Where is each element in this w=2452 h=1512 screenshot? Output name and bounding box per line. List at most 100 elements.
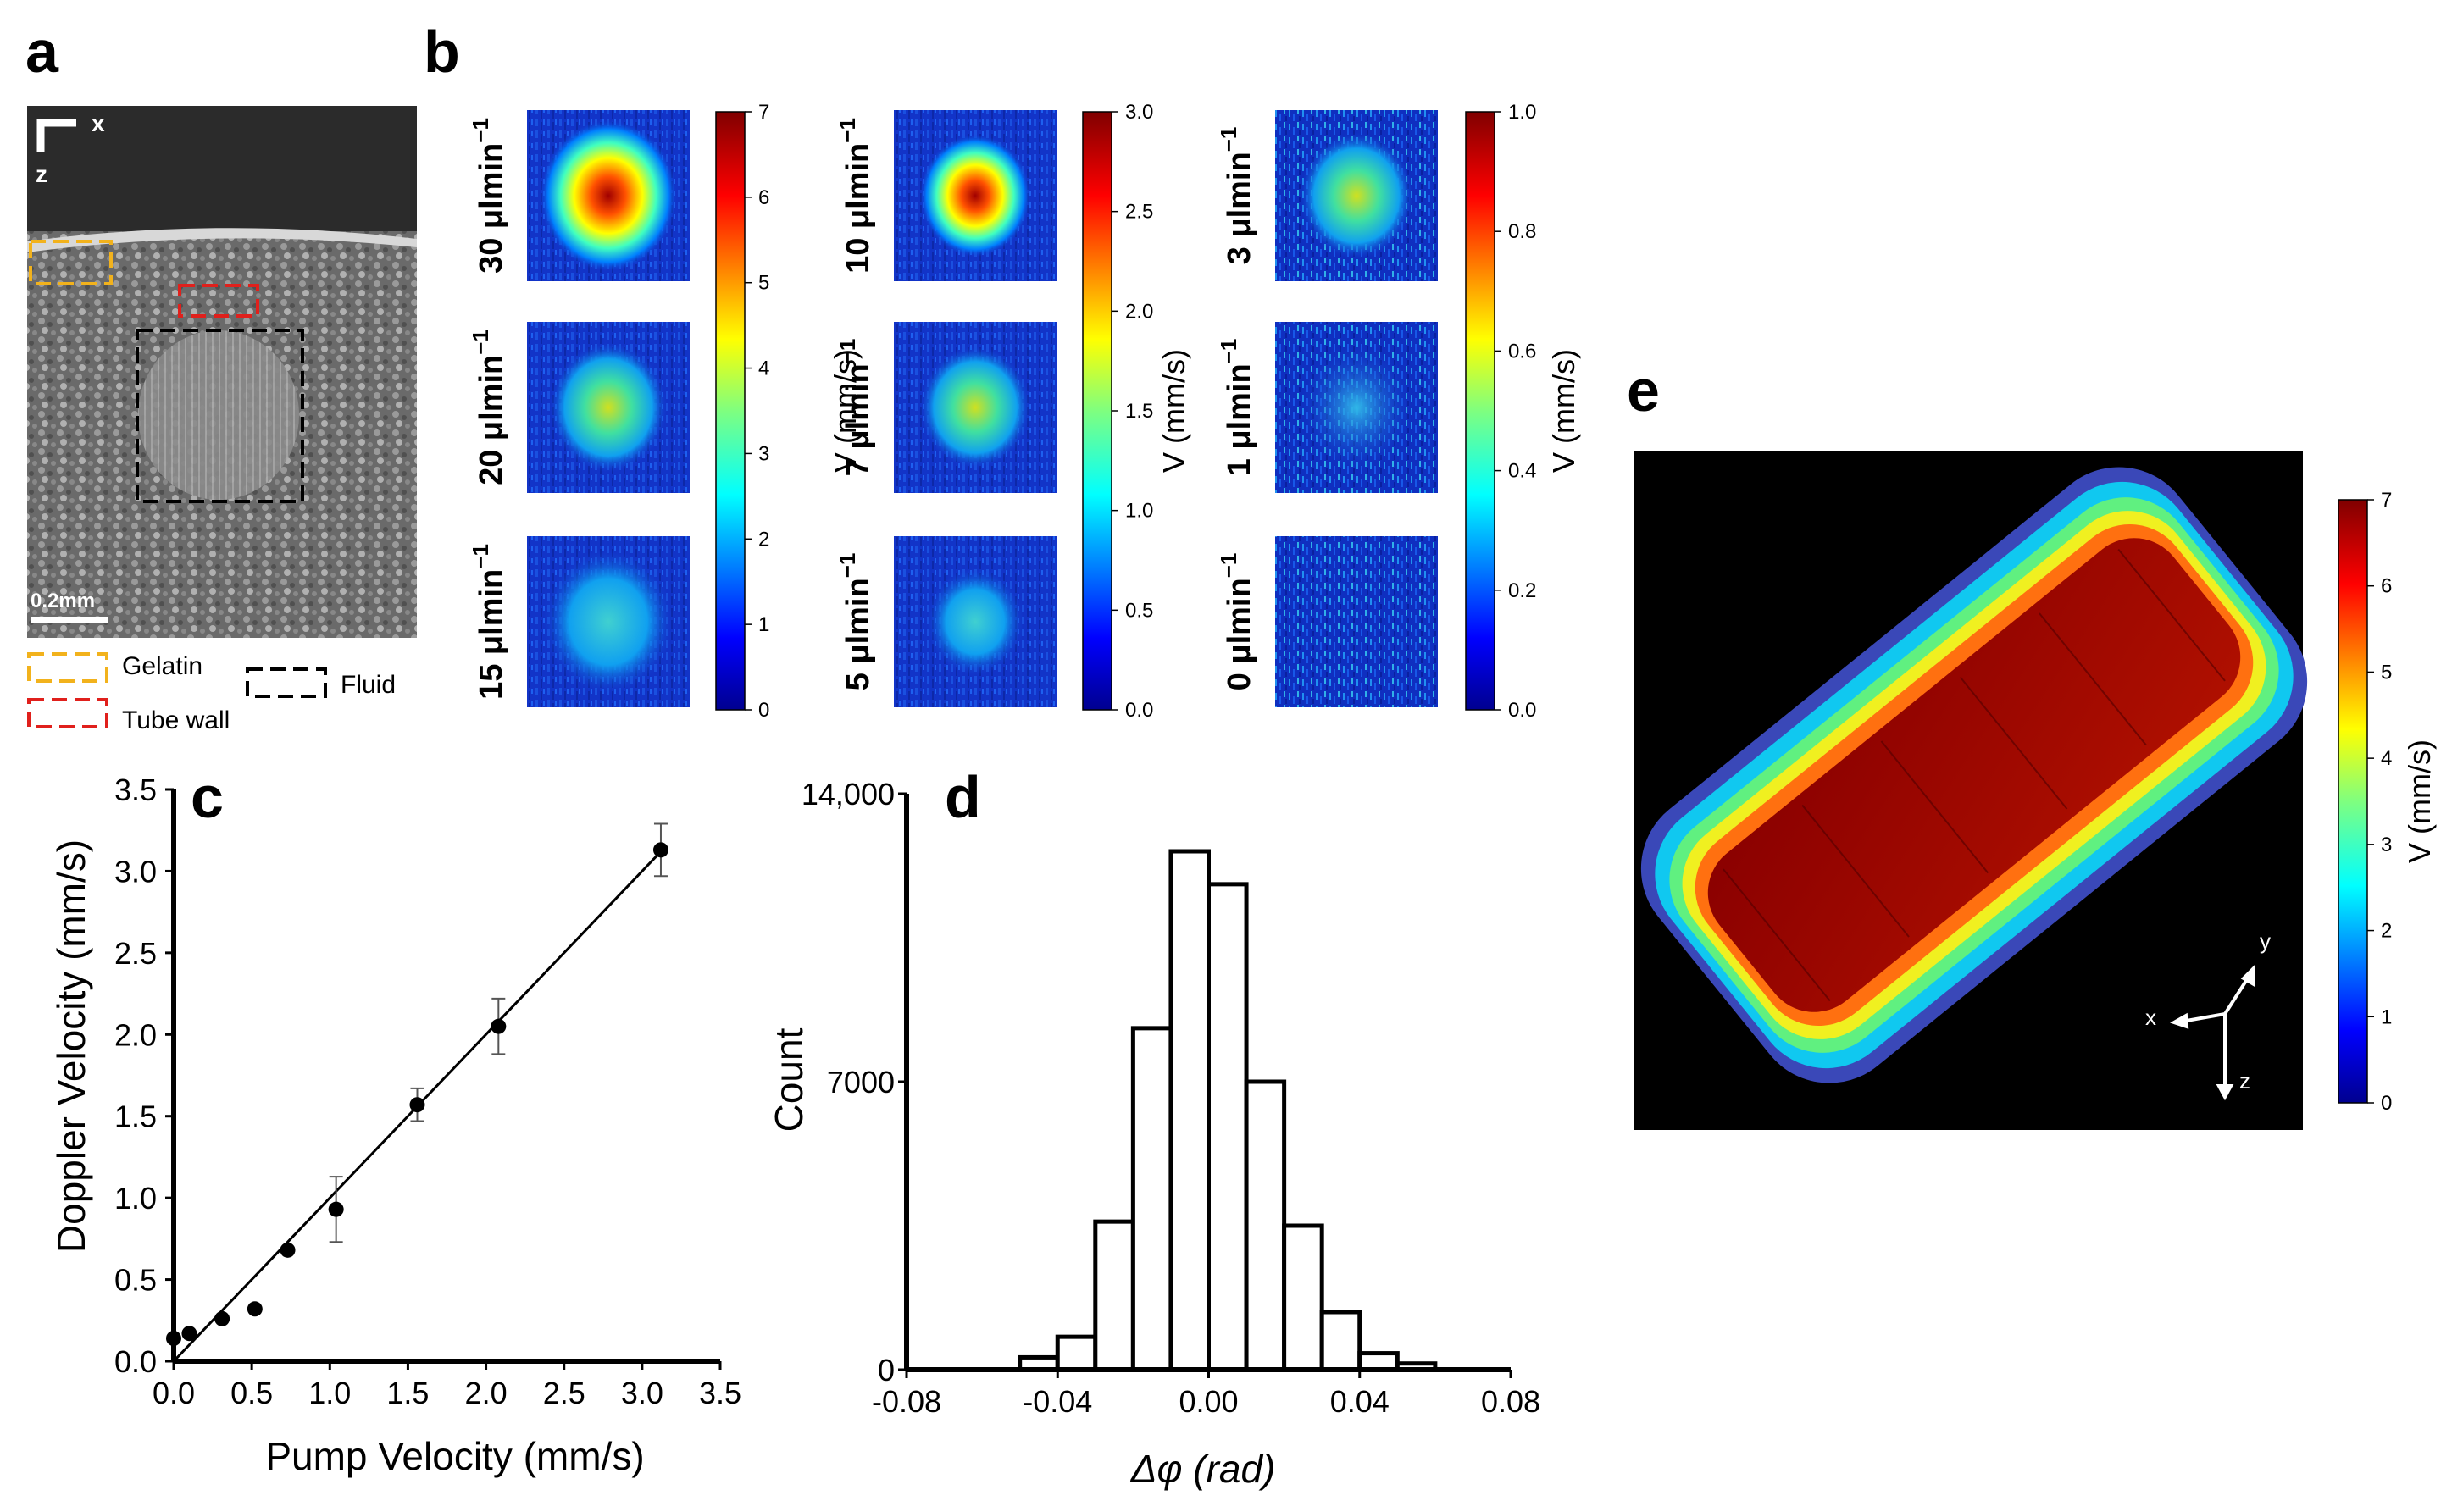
panel-label-a: a <box>25 19 59 85</box>
legend-label-gelatin: Gelatin <box>122 652 202 680</box>
b-colorbar-1-bar <box>715 111 746 711</box>
b-colorbar-2-tick-label: 0.0 <box>1125 699 1153 722</box>
c-y-tick-label: 1.5 <box>114 1099 157 1134</box>
b-colorbar-1-tick-label: 4 <box>758 357 769 380</box>
c-data-point <box>166 1331 181 1346</box>
b-colorbar-1-label: V (mm/s) <box>828 349 863 473</box>
b-colorbar-2-label: V (mm/s) <box>1157 349 1191 473</box>
d-histogram-bar <box>1130 1026 1173 1372</box>
c-y-tick-label: 0.5 <box>114 1263 157 1298</box>
flow-rate-label: 3 μlmin−1 <box>1216 127 1257 265</box>
b-colorbar-1-tick-label: 7 <box>758 101 769 124</box>
flow-rate-label: 20 μlmin−1 <box>468 330 509 485</box>
panel-label-b: b <box>424 19 460 85</box>
velocity-map <box>1275 536 1438 707</box>
b-colorbar-2-tick-label: 1.0 <box>1125 500 1153 523</box>
b-colorbar-3-tick-label: 1.0 <box>1508 101 1536 124</box>
c-data-point <box>181 1326 197 1342</box>
c-y-tick-label: 2.5 <box>114 936 157 971</box>
b-colorbar-1-tick-label: 5 <box>758 272 769 295</box>
legend-swatch-tube-wall <box>27 698 108 728</box>
d-histogram-bar <box>1282 1223 1324 1372</box>
e-colorbar-tick-label: 6 <box>2381 575 2392 598</box>
c-x-tick-label: 3.0 <box>621 1376 663 1410</box>
c-data-point <box>491 1018 507 1034</box>
d-x-tick-label: 0.04 <box>1330 1384 1390 1419</box>
e-colorbar-tick-label: 1 <box>2381 1005 2392 1028</box>
c-x-tick-label: 2.5 <box>543 1376 585 1410</box>
panel-label-e: e <box>1627 357 1660 424</box>
c-ylabel: Doppler Velocity (mm/s) <box>49 839 93 1253</box>
c-data-point <box>280 1242 296 1258</box>
c-data-point <box>328 1201 344 1217</box>
roi-gelatin <box>29 240 113 285</box>
legend-label-fluid: Fluid <box>341 671 396 699</box>
e-colorbar-bar <box>2338 499 2368 1104</box>
panel-a: x z 0.2mm Gelatin Tube wall Fluid <box>27 106 417 734</box>
axis3d-y-label: y <box>2260 928 2271 954</box>
panel-c: Doppler Velocity (mm/s) Pump Velocity (m… <box>49 773 741 1478</box>
d-x-tick-label: -0.04 <box>1023 1384 1092 1419</box>
axis3d-x-label: x <box>2145 1005 2156 1030</box>
b-colorbar-3-tick-label: 0.0 <box>1508 699 1536 722</box>
axis-z-label: z <box>36 161 47 187</box>
volume-render-tube <box>1640 467 2308 1083</box>
b-colorbar-1-tick-label: 1 <box>758 613 769 636</box>
panel-d: Count Δφ (rad) -0.08 -0.04 0.00 0.04 0.08 0 70… <box>767 777 1540 1491</box>
fluid-region <box>138 330 299 500</box>
b-colorbar-2-tick-label: 0.5 <box>1125 599 1153 622</box>
flow-rate-label: 30 μlmin−1 <box>468 118 509 274</box>
c-data-point <box>247 1301 263 1317</box>
d-histogram-bar <box>1055 1334 1098 1372</box>
d-histogram-bar <box>1244 1079 1287 1372</box>
flow-rate-label: 10 μlmin−1 <box>835 118 876 274</box>
e-colorbar-tick-label: 2 <box>2381 920 2392 943</box>
velocity-blob <box>540 119 677 272</box>
legend-swatch-gelatin <box>27 652 108 683</box>
c-x-tick-label: 0.0 <box>153 1376 195 1410</box>
roi-tube-wall <box>178 284 259 318</box>
panel-label-d: d <box>945 764 981 830</box>
panel-e: y x z <box>1634 451 2308 1130</box>
c-x-tick-label: 1.0 <box>308 1376 351 1410</box>
e-colorbar-tick-label: 7 <box>2381 489 2392 512</box>
velocity-blob <box>1299 132 1414 259</box>
d-x-tick-label: 0.00 <box>1179 1384 1238 1419</box>
c-data-point <box>214 1310 230 1326</box>
d-y-tick-label: 0 <box>878 1353 895 1387</box>
oct-air-region <box>27 106 417 231</box>
roi-fluid <box>136 329 304 503</box>
c-y-tick-label: 2.0 <box>114 1017 157 1052</box>
flow-rate-label: 5 μlmin−1 <box>835 553 876 691</box>
b-colorbar-3-tick-label: 0.6 <box>1508 340 1536 363</box>
d-xlabel: Δφ (rad) <box>1130 1447 1276 1491</box>
c-y-tick-label: 3.0 <box>114 854 157 889</box>
d-x-tick-label: 0.08 <box>1481 1384 1540 1419</box>
c-x-tick-label: 2.0 <box>465 1376 508 1410</box>
e-colorbar-tick-label: 0 <box>2381 1092 2392 1115</box>
d-histogram-bar <box>1168 849 1211 1372</box>
flow-rate-label: 15 μlmin−1 <box>468 544 509 700</box>
b-colorbar-2-tick-label: 3.0 <box>1125 101 1153 124</box>
b-colorbar-1-tick-label: 0 <box>758 699 769 722</box>
e-colorbar-tick-label: 3 <box>2381 834 2392 856</box>
axis-arrows-icon <box>36 119 76 152</box>
e-colorbar-tick-label: 5 <box>2381 661 2392 684</box>
c-x-tick-label: 1.5 <box>386 1376 429 1410</box>
legend-label-tube-wall: Tube wall <box>122 706 230 734</box>
b-colorbar-1-tick-label: 2 <box>758 528 769 551</box>
b-colorbar-3-label: V (mm/s) <box>1546 349 1581 473</box>
b-colorbar-3-tick-label: 0.8 <box>1508 220 1536 243</box>
c-x-tick-label: 3.5 <box>699 1376 741 1410</box>
b-colorbar-3-tick-label: 0.4 <box>1508 460 1536 483</box>
d-histogram-bar <box>1319 1310 1362 1372</box>
velocity-blob <box>1299 344 1414 471</box>
panel-b: 30 μlmin−1 20 μlmin−1 15 μlmin−1 7 6 5 4 3 2 1 0 V … <box>468 101 1581 722</box>
flow-rate-label: 1 μlmin−1 <box>1216 339 1257 477</box>
d-x-tick-label: -0.08 <box>872 1384 941 1419</box>
b-colorbar-2-tick-label: 1.5 <box>1125 400 1153 423</box>
axes-3d-icon <box>2170 964 2255 1101</box>
d-y-tick-label: 14,000 <box>802 777 895 811</box>
e-colorbar-tick-label: 4 <box>2381 747 2392 770</box>
